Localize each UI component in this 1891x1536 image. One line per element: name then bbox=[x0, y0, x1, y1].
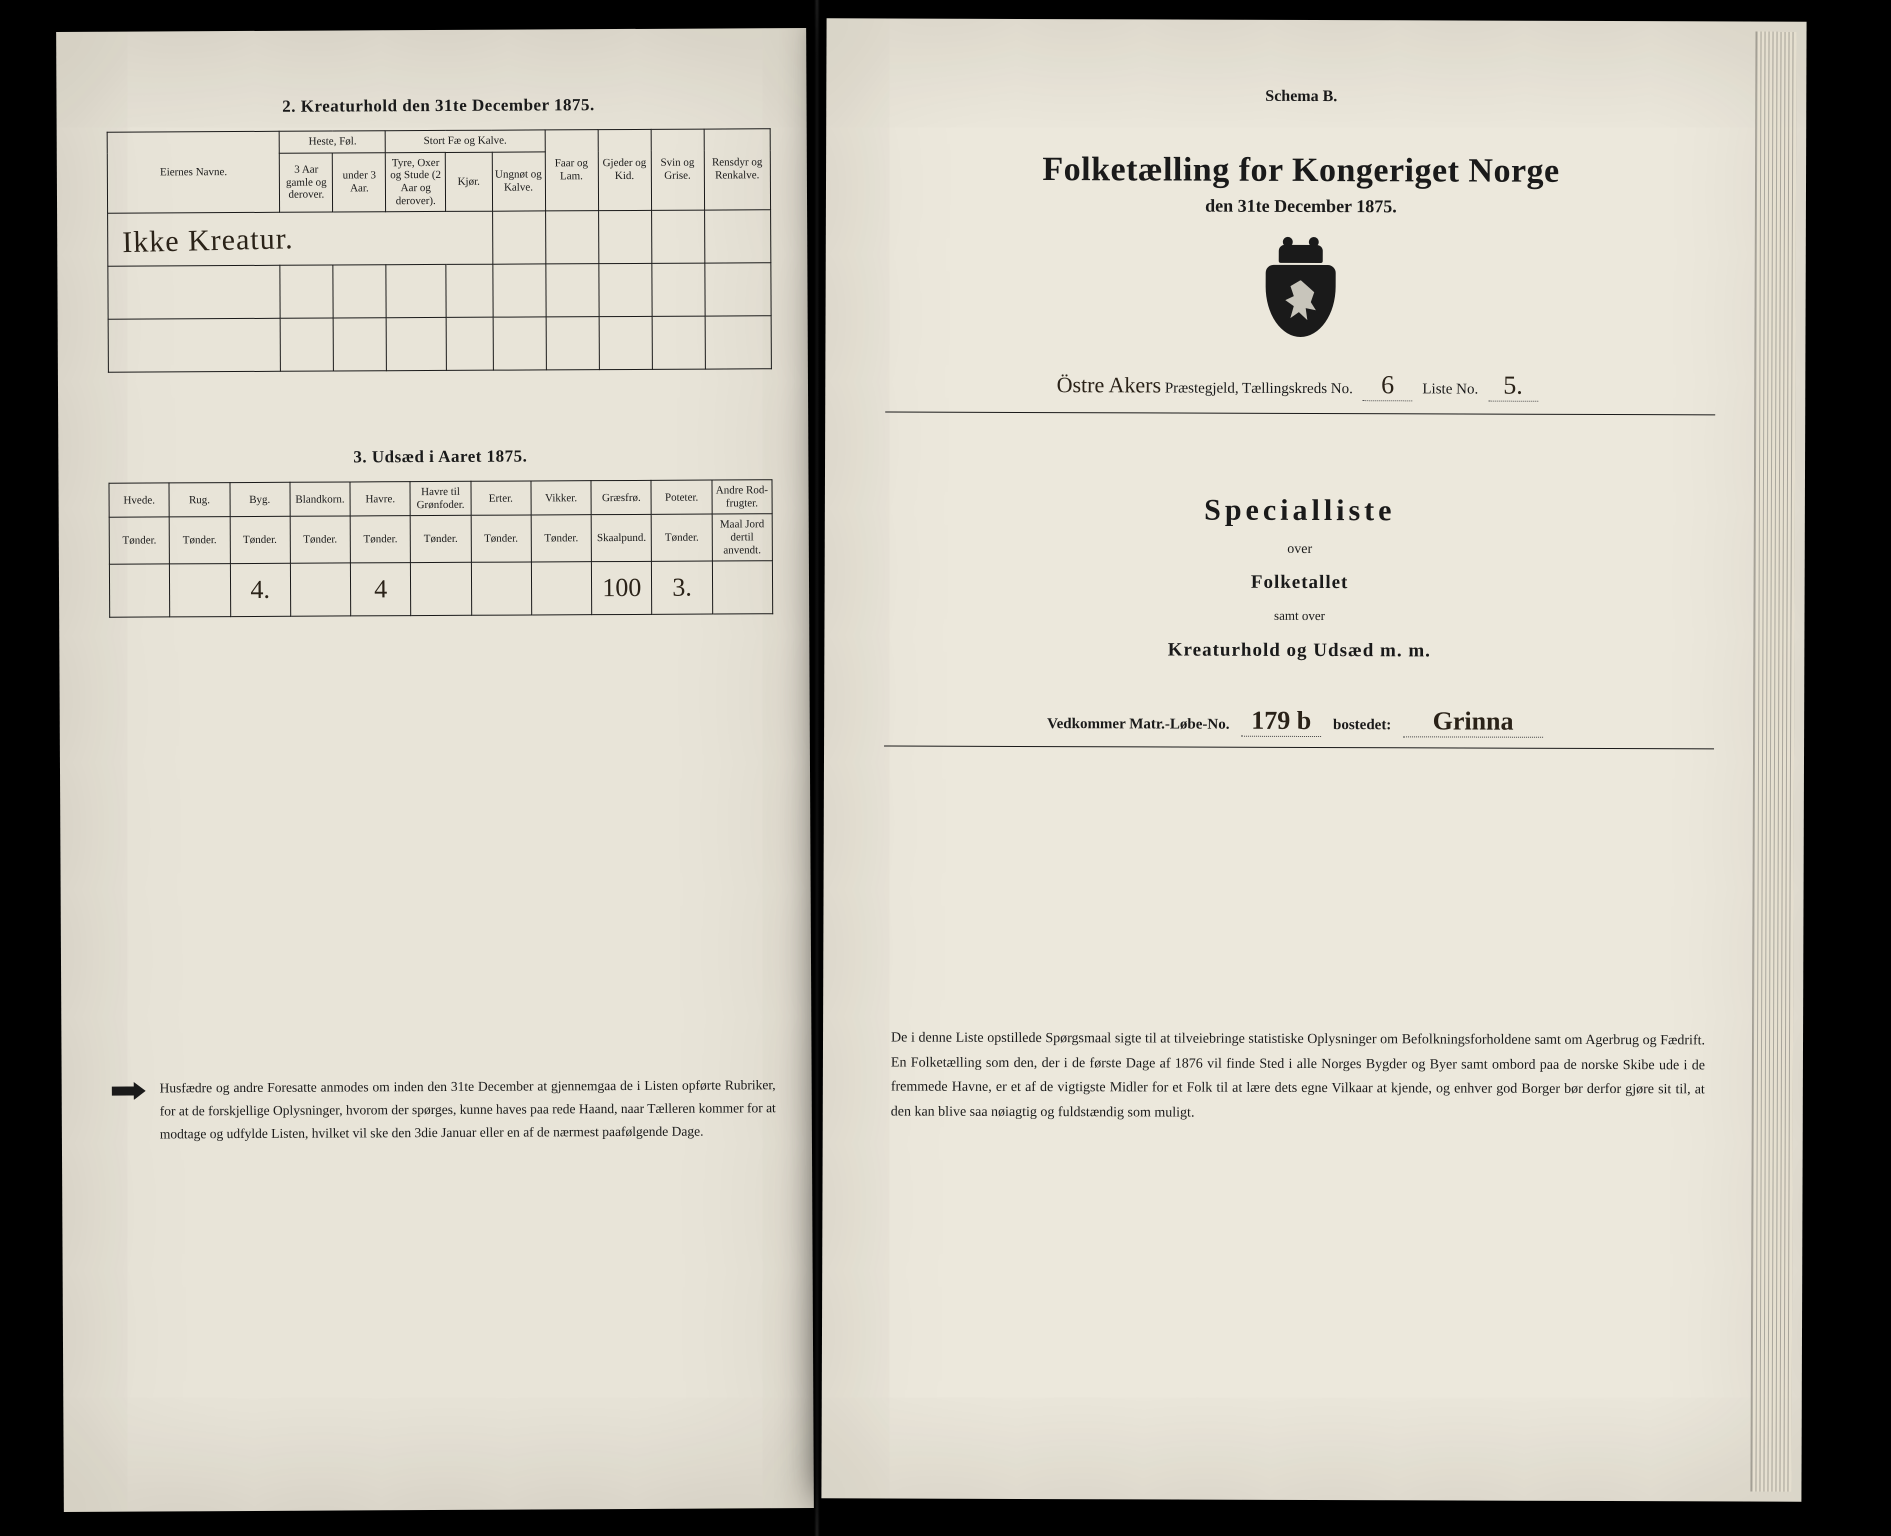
folketallet-label: Folketallet bbox=[885, 571, 1715, 596]
col-goats: Gjeder og Kid. bbox=[598, 129, 651, 210]
book-spread: 2. Kreaturhold den 31te December 1875. E… bbox=[0, 0, 1891, 1536]
main-title: Folketælling for Kongeriget Norge bbox=[886, 151, 1716, 192]
col-reindeer: Rensdyr og Renkalve. bbox=[704, 129, 771, 211]
col-poteter: Poteter. bbox=[651, 480, 711, 515]
col-rug: Rug. bbox=[169, 483, 229, 518]
liste-label: Liste No. bbox=[1422, 381, 1478, 397]
page-edge-stack bbox=[1750, 32, 1796, 1492]
col-horses-a: 3 Aar gamle og derover. bbox=[280, 153, 333, 213]
col-group-horses: Heste, Føl. bbox=[280, 131, 386, 153]
section-2-title: 2. Kreaturhold den 31te December 1875. bbox=[106, 94, 770, 117]
unit: Tønder. bbox=[169, 517, 230, 564]
col-vikker: Vikker. bbox=[531, 481, 591, 516]
livestock-table: Eiernes Navne. Heste, Føl. Stort Fæ og K… bbox=[107, 128, 772, 373]
col-byg: Byg. bbox=[230, 482, 290, 517]
matr-no: 179 b bbox=[1251, 706, 1311, 735]
unit: Tønder. bbox=[109, 517, 170, 564]
bostedet-name: Grinna bbox=[1433, 706, 1514, 735]
col-sheep: Faar og Lam. bbox=[545, 130, 598, 211]
col-group-cattle: Stort Fæ og Kalve. bbox=[386, 130, 545, 152]
kreatur-label: Kreaturhold og Udsæd m. m. bbox=[884, 638, 1714, 663]
val: 3. bbox=[672, 573, 692, 602]
unit: Tønder. bbox=[531, 515, 592, 562]
vedk-prefix: Vedkommer Matr.-Løbe-No. bbox=[1047, 716, 1229, 733]
parish-label: Præstegjeld, Tællingskreds No. bbox=[1165, 380, 1353, 397]
divider bbox=[884, 745, 1714, 749]
col-owners: Eiernes Navne. bbox=[107, 131, 280, 213]
unit: Skaalpund. bbox=[591, 515, 652, 562]
col-bland: Blandkorn. bbox=[290, 482, 350, 517]
col-cattle-c: Ungnøt og Kalve. bbox=[492, 152, 545, 212]
col-cattle-a: Tyre, Oxer og Stude (2 Aar og derover). bbox=[386, 152, 446, 212]
unit: Tønder. bbox=[410, 516, 471, 563]
specialliste-title: Specialliste bbox=[885, 493, 1715, 530]
over-label: over bbox=[885, 541, 1715, 560]
val: 4 bbox=[374, 575, 387, 604]
table-row bbox=[108, 316, 771, 372]
unit: Tønder. bbox=[290, 516, 351, 563]
col-havre: Havre. bbox=[350, 482, 410, 517]
col-cattle-b: Kjør. bbox=[445, 152, 492, 212]
left-footnote-block: Husfædre og andre Foresatte anmodes om i… bbox=[112, 1075, 776, 1147]
vedkommer-line: Vedkommer Matr.-Løbe-No. 179 b bostedet:… bbox=[884, 704, 1714, 738]
unit: Tønder. bbox=[350, 516, 411, 563]
section-3-title: 3. Udsæd i Aaret 1875. bbox=[108, 445, 772, 468]
unit: Tønder. bbox=[230, 517, 291, 564]
samt-label: samt over bbox=[884, 606, 1714, 625]
col-rod: Andre Rod-frugter. bbox=[712, 480, 773, 515]
liste-no: 5. bbox=[1503, 371, 1523, 400]
parish-line: Östre Akers Præstegjeld, Tællingskreds N… bbox=[885, 369, 1715, 403]
pointing-hand-icon bbox=[112, 1082, 146, 1100]
kreds-no: 6 bbox=[1381, 370, 1394, 399]
census-date: den 31te December 1875. bbox=[886, 195, 1716, 219]
seed-header-row: Hvede. Rug. Byg. Blandkorn. Havre. Havre… bbox=[109, 480, 772, 518]
col-havregr: Havre til Grønfoder. bbox=[410, 482, 470, 517]
unit: Maal Jord dertil anvendt. bbox=[712, 514, 773, 561]
right-page: Schema B. Folketælling for Kongeriget No… bbox=[821, 18, 1806, 1501]
bostedet-label: bostedet: bbox=[1333, 717, 1391, 733]
book-gutter bbox=[814, 0, 820, 1536]
col-pigs: Svin og Grise. bbox=[651, 129, 704, 210]
table-row: Ikke Kreatur. bbox=[108, 210, 771, 266]
left-footnote-text: Husfædre og andre Foresatte anmodes om i… bbox=[160, 1075, 776, 1147]
col-graes: Græsfrø. bbox=[591, 481, 651, 516]
seed-table: Hvede. Rug. Byg. Blandkorn. Havre. Havre… bbox=[108, 479, 773, 618]
handwritten-entry: Ikke Kreatur. bbox=[122, 222, 294, 260]
left-page: 2. Kreaturhold den 31te December 1875. E… bbox=[56, 28, 814, 1512]
divider bbox=[885, 412, 1715, 416]
table-row bbox=[108, 263, 771, 319]
coat-of-arms-icon bbox=[1260, 245, 1340, 340]
unit: Tønder. bbox=[652, 515, 713, 562]
seed-unit-row: Tønder. Tønder. Tønder. Tønder. Tønder. … bbox=[109, 514, 772, 564]
val: 100 bbox=[602, 573, 641, 602]
right-footnote-text: De i denne Liste opstillede Spørgsmaal s… bbox=[883, 1026, 1713, 1127]
col-horses-b: under 3 Aar. bbox=[333, 152, 386, 212]
col-erter: Erter. bbox=[471, 481, 531, 516]
parish-name: Östre Akers bbox=[1057, 372, 1162, 397]
seed-value-row: 4. 4 100 3. bbox=[109, 561, 772, 617]
col-hvede: Hvede. bbox=[109, 483, 169, 518]
unit: Tønder. bbox=[471, 515, 532, 562]
schema-label: Schema B. bbox=[886, 87, 1716, 108]
val: 4. bbox=[250, 575, 270, 604]
